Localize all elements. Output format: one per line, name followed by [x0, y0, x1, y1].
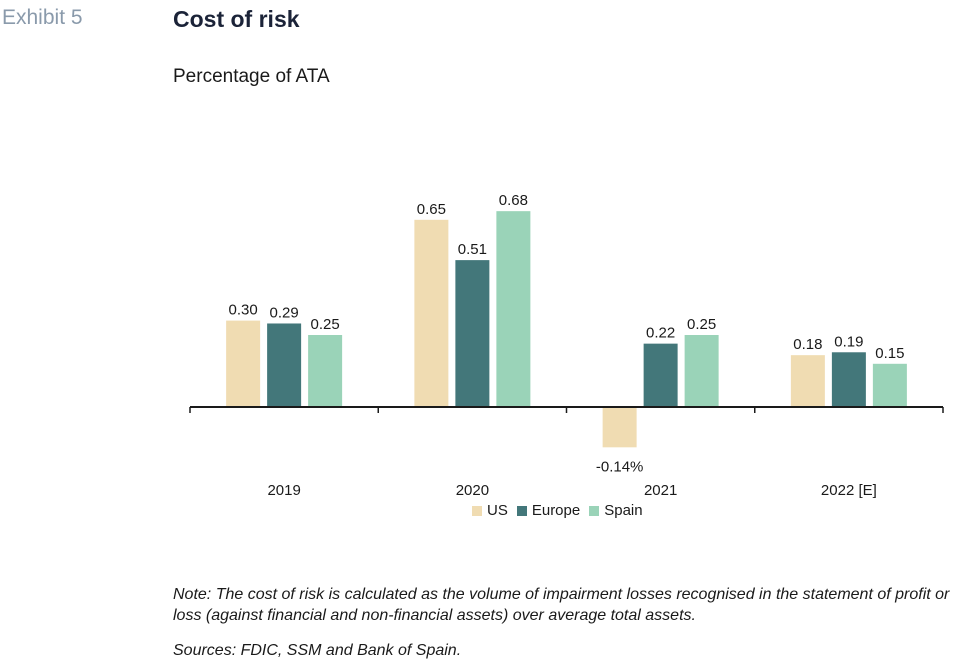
bar-europe-3 — [831, 352, 866, 407]
legend-label-us: US — [487, 502, 508, 519]
data-label-spain-1: 0.68 — [499, 192, 528, 209]
x-tick-label-1: 2020 — [456, 482, 489, 499]
data-label-europe-0: 0.29 — [270, 304, 299, 321]
data-label-spain-3: 0.15 — [875, 345, 904, 362]
exhibit-label: Exhibit 5 — [2, 6, 83, 29]
data-label-us-1: 0.65 — [417, 201, 446, 218]
legend-label-europe: Europe — [531, 502, 581, 519]
bar-spain-0 — [308, 335, 343, 407]
chart-sources: Sources: FDIC, SSM and Bank of Spain. — [173, 642, 462, 659]
bar-us-2 — [602, 407, 637, 448]
legend-item-spain: Spain — [589, 502, 643, 519]
bar-us-3 — [790, 355, 825, 407]
data-label-europe-2: 0.22 — [646, 325, 675, 342]
bar-spain-1 — [496, 211, 531, 407]
legend-swatch-us — [472, 505, 482, 516]
legend-item-europe: Europe — [516, 502, 581, 519]
legend-label-spain: Spain — [604, 502, 643, 519]
bar-europe-2 — [643, 343, 678, 407]
bar-chart: 0.30 0.29 0.25 2019 0.65 0.51 0.68 2020 -0.14% 0.… — [189, 192, 944, 499]
data-label-europe-3: 0.19 — [834, 333, 863, 350]
bar-spain-3 — [872, 363, 907, 407]
x-tick-label-2: 2021 — [644, 482, 677, 499]
legend-item-us: US — [472, 502, 508, 519]
chart-legend: US Europe Spain — [472, 502, 652, 519]
bar-spain-2 — [684, 335, 719, 407]
legend-swatch-spain — [589, 505, 600, 516]
data-label-spain-0: 0.25 — [311, 316, 340, 333]
legend-swatch-europe — [516, 505, 527, 516]
x-tick-label-3: 2022 [E] — [821, 482, 877, 499]
x-tick-label-0: 2019 — [267, 482, 300, 499]
chart-note: Note: The cost of risk is calculated as … — [173, 586, 950, 624]
data-label-spain-2: 0.25 — [687, 316, 716, 333]
data-label-us-3: 0.18 — [793, 336, 822, 353]
data-label-us-2: -0.14% — [596, 458, 644, 475]
chart-subtitle: Percentage of ATA — [173, 66, 330, 87]
chart-title: Cost of risk — [173, 6, 300, 32]
bar-us-0 — [226, 320, 261, 407]
data-label-us-0: 0.30 — [229, 302, 258, 319]
data-label-europe-1: 0.51 — [458, 241, 487, 258]
bar-us-1 — [414, 219, 449, 407]
bar-europe-0 — [267, 323, 302, 407]
bar-europe-1 — [455, 260, 490, 407]
